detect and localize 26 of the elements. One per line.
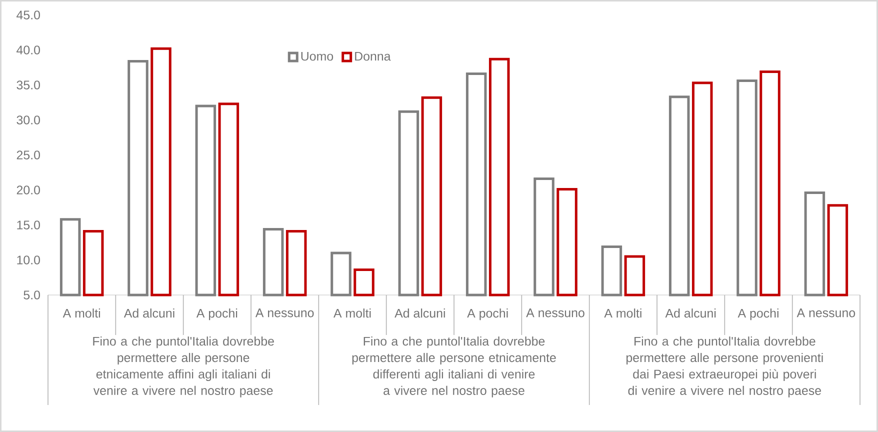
y-tick-label: 15.0 [17,220,40,230]
x-tick-label: Ad alcuni [394,308,445,318]
x-tick-label: A molti [604,308,642,318]
y-tick-label: 5.0 [24,290,40,300]
x-tick-label: Ad alcuni [124,308,174,318]
x-tick-label: A pochi [738,308,778,320]
text: Fino a che puntol'Italia dovrebbe permettere alle persone etnicamente differenti agli italiani di venire a vivere nel nostro paese [352,336,556,398]
y-tick-label: 30.0 [16,116,40,124]
y-tick-label: 25.0 [16,150,40,160]
x-tick-label: Ad alcuni [665,308,716,318]
y-tick-label: 20.0 [16,186,40,194]
legend-label: Donna [355,52,391,61]
y-tick-label: 40.0 [16,46,40,54]
legend-label: Uomo [301,52,334,61]
x-tick-label: A nessuno [255,308,314,318]
x-tick-label: A molti [62,308,100,318]
y-tick-label: 10.0 [17,256,40,264]
y-tick-label: 35.0 [16,80,40,90]
text: Fino a che puntol'Italia dovrebbe permettere alle persone provenienti dai Paesi extraeuropei più poveri di venire a vivere nel nostro paese [626,336,823,398]
x-tick-label: A nessuno [796,308,856,318]
text: Fino a che puntol'Italia dovrebbe permettere alle persone etnicamente affini agli italiani di venire a vivere nel nostro paese [93,336,274,398]
x-tick-label: A pochi [467,308,508,320]
x-tick-label: A pochi [196,308,238,320]
x-tick-label: A nessuno [526,308,584,318]
x-tick-label: A molti [334,308,371,318]
y-tick-label: 45.0 [16,10,40,20]
